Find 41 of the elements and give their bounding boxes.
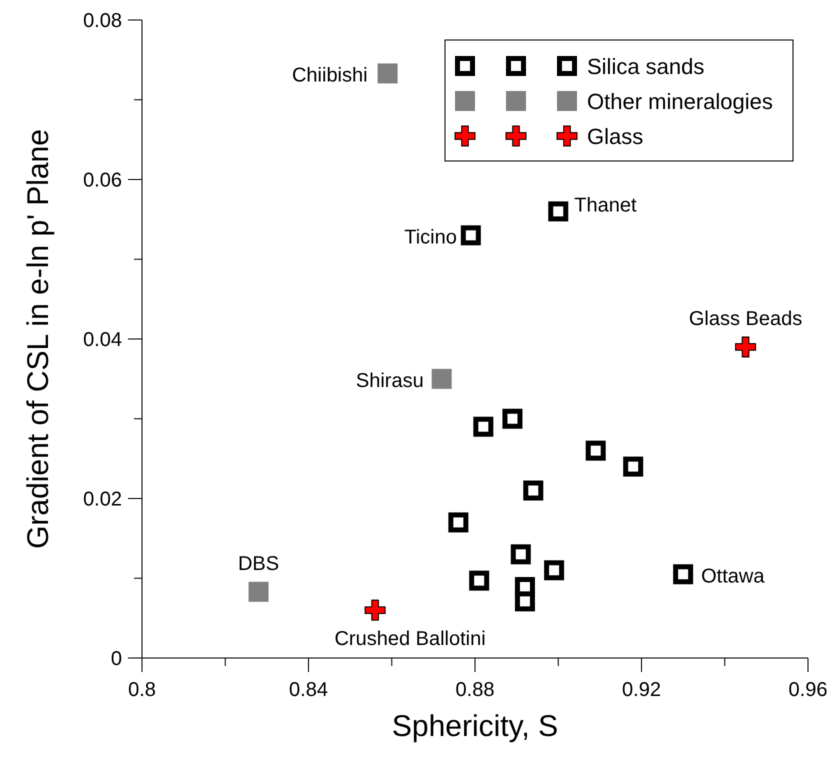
annotation: Ticino — [404, 226, 457, 248]
annotation: Chiibishi — [292, 64, 368, 86]
x-tick-label: 0.8 — [128, 679, 156, 701]
point — [623, 456, 644, 477]
point — [364, 600, 386, 621]
annotation: Crushed Ballotini — [334, 628, 486, 650]
point — [502, 408, 522, 429]
x-axis-title: Sphericity, S — [392, 710, 558, 743]
y-tick-label: 0 — [110, 648, 122, 670]
point — [673, 564, 694, 584]
point — [523, 480, 544, 501]
point — [510, 544, 531, 564]
x-tick-label: 0.96 — [788, 679, 828, 701]
x-tick-label: 0.92 — [622, 679, 661, 701]
point — [378, 63, 398, 84]
annotation: Ottawa — [701, 565, 766, 588]
annotation: Glass Beads — [688, 308, 802, 330]
annotation: Thanet — [574, 194, 637, 216]
x-tick-label: 0.88 — [456, 679, 494, 701]
point — [248, 582, 269, 602]
point — [432, 368, 452, 389]
legend-label: Glass — [587, 124, 644, 149]
point — [448, 512, 468, 532]
legend-label: Silica sands — [587, 54, 704, 79]
y-tick-label: 0.04 — [83, 329, 122, 351]
point — [460, 225, 481, 246]
annotation: DBS — [238, 552, 280, 575]
y-tick-label: 0.06 — [83, 170, 122, 192]
legend-label: Other mineralogies — [587, 89, 773, 114]
point — [586, 440, 606, 461]
x-tick-label: 0.84 — [289, 679, 328, 701]
y-tick-label: 0.02 — [83, 488, 122, 510]
point — [473, 416, 494, 437]
y-axis-title: Gradient of CSL in e-ln p' Plane — [22, 129, 55, 549]
point — [735, 336, 756, 358]
y-tick-label: 0.08 — [83, 10, 122, 32]
point — [469, 570, 490, 591]
annotation: Shirasu — [356, 370, 424, 392]
point — [544, 560, 564, 580]
point — [514, 591, 535, 612]
point — [548, 201, 568, 222]
